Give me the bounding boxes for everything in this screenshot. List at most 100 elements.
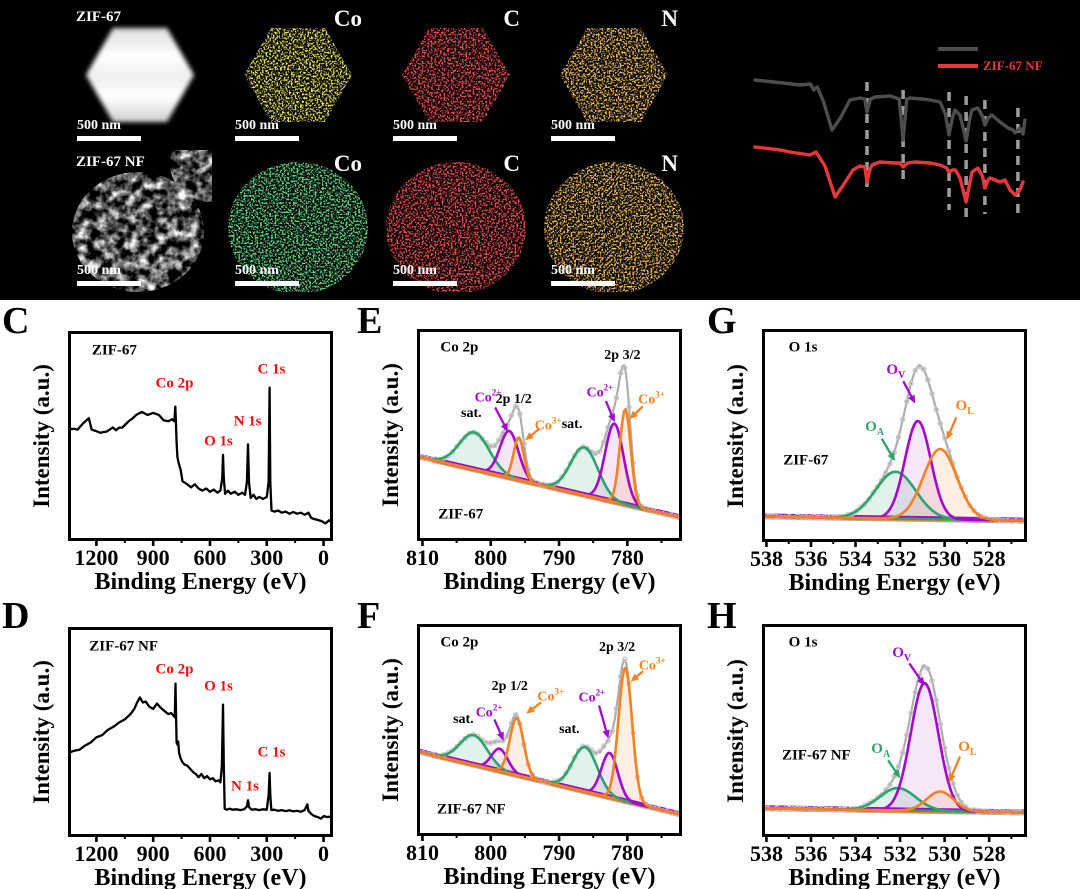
y-axis-label: Intensity (a.u.)	[378, 363, 403, 507]
x-axis-label: Binding Energy (eV)	[443, 864, 656, 889]
scale-bar: 500 nm	[235, 118, 299, 141]
xps-deconv-curves	[762, 624, 1027, 842]
x-tick-label: 800	[474, 840, 508, 865]
tile-label: ZIF-67	[76, 9, 121, 25]
y-axis-label: Intensity (a.u.)	[723, 363, 748, 508]
x-axis-label: Binding Energy (eV)	[94, 569, 307, 595]
plot-area	[417, 624, 682, 841]
annotation-label: C 1s	[257, 361, 286, 378]
x-tick-label: 900	[136, 545, 170, 570]
annotation-label: sat.	[453, 712, 474, 728]
xps-co2p-panel-zif67nf: F Intensity (a.u.) Binding Energy (eV) 8…	[355, 595, 715, 889]
map-art	[560, 28, 668, 122]
annotation-label: ZIF-67	[91, 342, 137, 359]
xps-o1s-panel-zif67nf: H Intensity (a.u.) Binding Energy (eV) 5…	[705, 595, 1065, 889]
x-axis-label: Binding Energy (eV)	[788, 570, 1001, 596]
annotation-label: ZIF-67	[438, 506, 484, 522]
annotation-label: Co2+	[586, 382, 614, 400]
x-tick-label: 790	[542, 840, 576, 865]
x-tick-label: 300	[250, 545, 284, 570]
tile-label: C	[503, 6, 520, 31]
plot-area	[417, 329, 682, 546]
annotation-label: 2p 3/2	[604, 347, 641, 363]
x-tick-label: 780	[610, 840, 644, 865]
tile-label: Co	[333, 151, 362, 176]
panel-letter: E	[357, 300, 383, 342]
eds-map-co-zif67nf: Co 500 nm	[226, 150, 370, 292]
map-art	[244, 28, 352, 122]
annotation-label: Co 2p	[440, 634, 479, 651]
scale-bar-line	[77, 281, 141, 286]
ir-curves	[753, 78, 1027, 224]
annotation-label: ZIF-67 NF	[89, 638, 159, 655]
tile-label: ZIF-67 NF	[76, 154, 145, 170]
x-tick-label: 790	[542, 545, 576, 570]
y-axis-label: Intensity (a.u.)	[29, 660, 54, 804]
tem-art	[72, 150, 212, 292]
x-tick-label: 534	[839, 841, 873, 866]
scale-bar: 500 nm	[551, 118, 615, 141]
annotation-label: ZIF-67 NF	[781, 747, 851, 764]
annotation-label: 2p 1/2	[491, 678, 528, 694]
map-art	[544, 162, 684, 292]
x-tick-label: 810	[405, 840, 439, 865]
map-art	[228, 162, 368, 292]
x-tick-label: 1200	[74, 545, 119, 570]
y-axis-label: Intensity (a.u.)	[378, 658, 403, 802]
annotation-label: OV	[892, 644, 912, 664]
annotation-label: ZIF-67	[783, 452, 829, 469]
annotation-label: sat.	[461, 405, 482, 421]
x-tick-label: 810	[405, 545, 439, 570]
x-axis-label: Binding Energy (eV)	[788, 865, 1001, 889]
annotation-label: Co3+	[537, 686, 565, 705]
scale-bar-line	[551, 281, 615, 286]
tem-image-zif67: ZIF-67 500 nm	[68, 5, 212, 147]
annotation-label: C 1s	[257, 744, 286, 761]
scale-bar-line	[235, 136, 299, 141]
legend-swatch-gray	[938, 46, 978, 51]
scale-bar-line	[551, 136, 615, 141]
annotation-label: Co3+	[638, 656, 666, 674]
y-axis-label: Intensity (a.u.)	[723, 658, 748, 803]
annotation-label: Co3+	[534, 416, 562, 434]
x-tick-label: 528	[972, 546, 1006, 571]
annotation-label: OL	[958, 738, 977, 758]
panel-letter: G	[707, 300, 737, 342]
eds-map-co-zif67: Co 500 nm	[226, 5, 370, 147]
x-tick-label: 536	[794, 546, 828, 571]
map-art	[386, 162, 526, 292]
annotation-label: Co2+	[474, 387, 502, 406]
x-tick-label: 532	[883, 841, 917, 866]
annotation-label: sat.	[559, 722, 580, 737]
x-tick-label: 900	[136, 841, 170, 866]
eds-map-c-zif67nf: C 500 nm	[384, 150, 528, 292]
map-art	[402, 28, 510, 122]
xps-survey-curve	[68, 331, 333, 546]
tile-label: Co	[333, 6, 362, 31]
x-tick-label: 530	[928, 841, 962, 866]
annotation-label: Co 2p	[155, 375, 194, 391]
plot-area	[762, 624, 1027, 842]
scale-bar: 500 nm	[77, 118, 141, 141]
annotation-label: O 1s	[788, 339, 818, 356]
legend-row-zif67nf: ZIF-67 NF	[938, 57, 1043, 74]
x-tick-label: 536	[794, 841, 828, 866]
scale-bar: 500 nm	[235, 263, 299, 286]
x-tick-label: 600	[193, 841, 227, 866]
scale-bar-line	[235, 281, 299, 286]
eds-map-n-zif67nf: N 500 nm	[542, 150, 686, 292]
annotation-label: OA	[871, 740, 891, 760]
tile-label: C	[503, 151, 520, 176]
x-tick-label: 800	[474, 545, 508, 570]
annotation-label: 2p 1/2	[495, 392, 532, 408]
annotation-label: N 1s	[233, 413, 262, 430]
eds-map-n-zif67: N 500 nm	[542, 5, 686, 147]
annotation-label: OA	[865, 419, 885, 439]
ir-legend: ZIF-67 NF	[938, 40, 1043, 74]
ir-spectra-chart: ZIF-67 NF	[750, 0, 1080, 300]
annotation-label: Co 2p	[155, 661, 194, 678]
xps-survey-panel-zif67: C Intensity (a.u.) Binding Energy (eV) 1…	[0, 300, 360, 599]
x-tick-label: 534	[839, 546, 873, 571]
x-axis-label: Binding Energy (eV)	[94, 865, 307, 889]
